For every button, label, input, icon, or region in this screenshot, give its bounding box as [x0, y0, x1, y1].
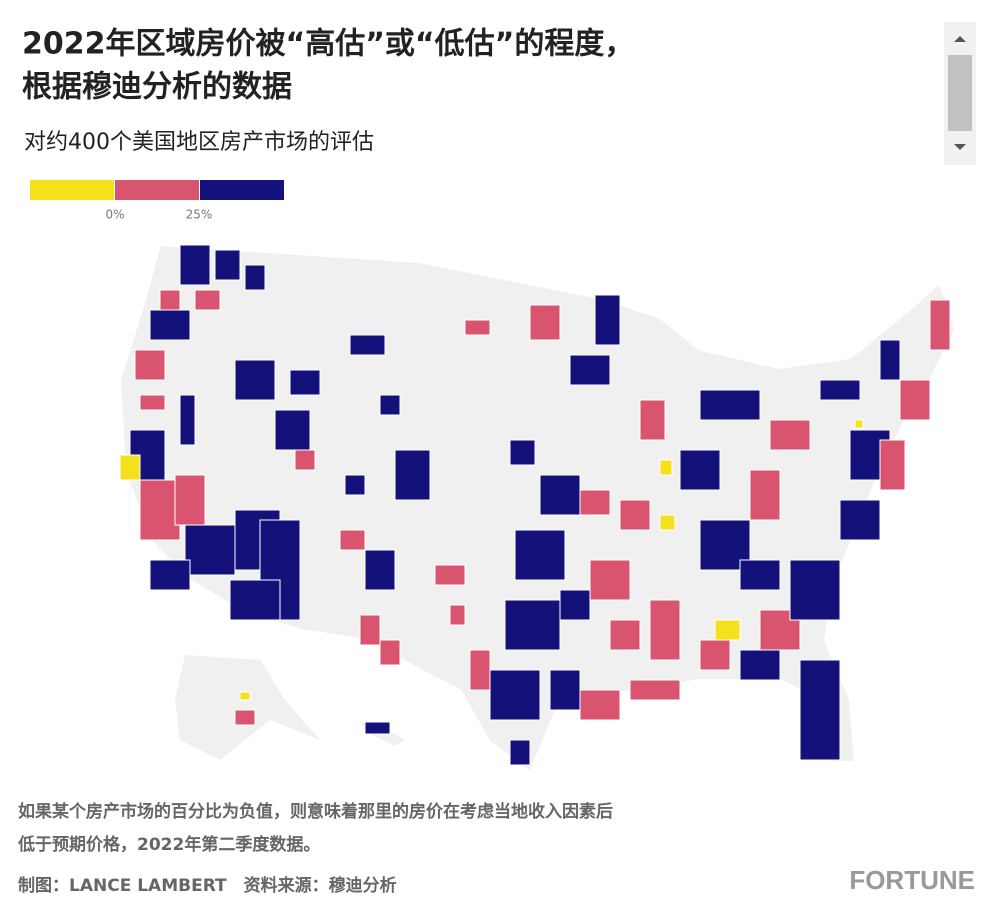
title: 根据穆迪分析的数据 — [22, 70, 292, 105]
alaska-outline — [175, 655, 320, 760]
region — [579, 489, 611, 516]
region — [134, 349, 166, 381]
region — [589, 559, 631, 601]
region — [619, 499, 651, 531]
region — [739, 649, 781, 681]
region — [609, 619, 641, 651]
region — [469, 649, 491, 691]
region — [394, 449, 431, 501]
region — [244, 264, 266, 291]
subtitle: 对约400个美国地区房产市场的评估 — [24, 130, 374, 155]
scrollbar[interactable] — [944, 22, 976, 165]
region — [594, 294, 621, 346]
region — [194, 289, 221, 311]
region — [344, 474, 366, 496]
region — [529, 304, 561, 341]
region — [699, 639, 731, 671]
region — [364, 721, 391, 735]
region — [174, 474, 206, 526]
region — [659, 459, 673, 476]
legend-tick: 25% — [186, 208, 213, 222]
region — [184, 524, 236, 576]
region — [879, 439, 906, 491]
region — [514, 529, 566, 581]
region — [464, 319, 491, 336]
region — [769, 419, 811, 451]
footnote: 如果某个房产市场的百分比为负值，则意味着那里的房价在考虑当地收入因素后 — [18, 801, 613, 822]
footnote: 低于预期价格，2022年第二季度数据。 — [17, 834, 320, 855]
region — [179, 244, 211, 286]
legend-swatch — [115, 180, 199, 200]
region — [434, 564, 466, 586]
region — [539, 474, 581, 516]
scroll-thumb[interactable] — [948, 55, 972, 131]
region — [214, 249, 241, 281]
region — [679, 449, 721, 491]
region — [339, 529, 366, 551]
region — [239, 691, 251, 701]
region — [714, 619, 741, 641]
logo: FORTUNE — [849, 865, 975, 895]
legend-tick: 0% — [105, 208, 124, 222]
region — [879, 339, 901, 381]
region — [364, 549, 396, 591]
region — [149, 309, 191, 341]
region — [349, 334, 386, 356]
region — [899, 379, 931, 421]
legend-swatch — [200, 180, 284, 200]
scroll-up[interactable] — [954, 36, 966, 42]
region — [139, 479, 181, 541]
region — [509, 739, 531, 766]
region — [234, 709, 256, 726]
legend: 0% 25% — [30, 180, 284, 222]
region — [549, 669, 581, 711]
region — [139, 394, 166, 411]
title: 2022年区域房价被“高估”或“低估”的程度， — [22, 27, 634, 62]
region — [629, 679, 681, 701]
region — [179, 394, 196, 446]
region — [789, 559, 841, 621]
region — [149, 559, 191, 591]
region — [119, 454, 141, 481]
region — [274, 409, 311, 451]
region — [649, 599, 681, 661]
map — [118, 243, 957, 774]
region — [854, 419, 864, 429]
region — [819, 379, 861, 401]
region — [639, 399, 666, 441]
region — [509, 439, 536, 466]
region — [379, 394, 401, 416]
region — [579, 689, 621, 721]
region — [289, 369, 321, 396]
region — [839, 499, 881, 541]
region — [569, 354, 611, 386]
region — [559, 589, 591, 621]
region — [739, 559, 781, 591]
legend-swatch — [30, 180, 114, 200]
region — [379, 639, 401, 666]
region — [449, 604, 466, 626]
region — [749, 469, 781, 521]
scroll-down[interactable] — [954, 144, 966, 150]
region — [229, 579, 281, 621]
region — [504, 599, 561, 651]
credit: 制图：LANCE LAMBERT 资料来源：穆迪分析 — [18, 875, 397, 896]
region — [294, 449, 316, 471]
region — [799, 659, 841, 761]
region — [929, 299, 951, 351]
region — [659, 514, 676, 531]
region — [489, 669, 541, 721]
region — [234, 359, 276, 401]
region — [699, 389, 761, 421]
region — [359, 614, 381, 646]
